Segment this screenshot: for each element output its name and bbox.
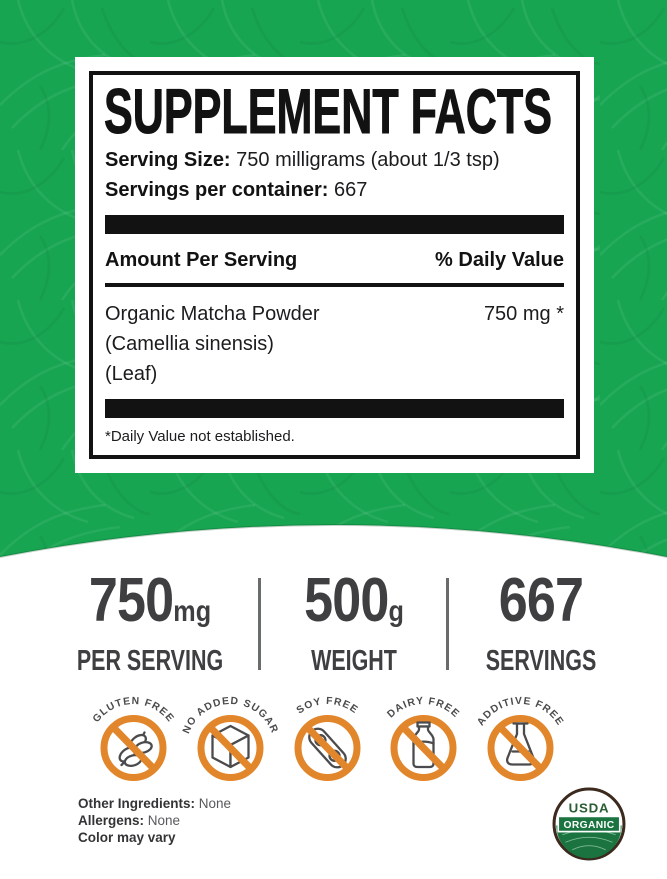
badge-gluten-free: GLUTEN FREE xyxy=(91,696,175,781)
ingredient-line-2: (Camellia sinensis) xyxy=(105,333,274,355)
badge-ring xyxy=(100,715,167,781)
other-ingredients-line: Other Ingredients: None xyxy=(78,795,231,812)
supplement-facts-title-graphic: SUPPLEMENT FACTS xyxy=(104,84,553,138)
stat-unit: g xyxy=(388,595,404,628)
amount-per-serving-header: Amount Per Serving xyxy=(105,249,298,271)
daily-value-header: % Daily Value xyxy=(435,249,564,271)
dome-edge-shadow xyxy=(0,524,667,558)
prohibition-slash xyxy=(398,722,449,774)
prohibition-slash xyxy=(302,722,352,774)
badge-dairy-free: DAIRY FREE xyxy=(386,696,460,781)
badge-ring xyxy=(197,715,264,781)
stat-value: 750 xyxy=(88,566,174,635)
servings-per-container-value: 667 xyxy=(328,179,368,201)
badge-additive-free: ADDITIVE FREE xyxy=(475,696,564,781)
stat-value: 667 xyxy=(498,566,584,635)
stat-servings-number: 667 xyxy=(478,570,603,636)
prohibition-slash xyxy=(495,722,545,774)
stat-servings-label: SERVINGS xyxy=(485,645,597,677)
ingredient-row: Organic Matcha Powder (Camellia sinensis… xyxy=(105,299,564,389)
badge-ring xyxy=(487,715,553,781)
serving-size-value: 750 milligrams (about 1/3 tsp) xyxy=(230,149,500,171)
stat-per-serving: 750mg PER SERVING xyxy=(51,570,249,677)
prohibition-slash xyxy=(108,722,159,774)
allergens-line: Allergens: None xyxy=(78,812,231,829)
badge-ring xyxy=(390,715,457,781)
badge-arc-label: SOY FREE xyxy=(294,696,359,717)
stat-per-serving-label: PER SERVING xyxy=(76,645,224,677)
badge-ring xyxy=(294,715,360,781)
servings-per-container-label: Servings per container: xyxy=(105,179,329,201)
thin-divider-rule xyxy=(105,283,564,287)
column-headers: Amount Per Serving % Daily Value xyxy=(105,249,564,272)
supplement-facts-box: SUPPLEMENT FACTS Serving Size: 750 milli… xyxy=(89,71,580,459)
usda-seal-top-text: USDA xyxy=(569,801,610,816)
serving-size-line: Serving Size: 750 milligrams (about 1/3 … xyxy=(105,149,564,172)
stat-unit: mg xyxy=(173,595,212,628)
stat-weight: 500g WEIGHT xyxy=(295,570,414,677)
usda-organic-seal-icon: USDA ORGANIC xyxy=(552,787,626,861)
other-ingredients-label: Other Ingredients: xyxy=(78,796,196,811)
stat-value: 500 xyxy=(304,566,389,635)
ingredient-line-3: (Leaf) xyxy=(105,363,158,385)
serving-size-label: Serving Size: xyxy=(105,149,231,171)
disclaimer-notes: Other Ingredients: None Allergens: None … xyxy=(78,795,231,846)
panel-title: SUPPLEMENT FACTS xyxy=(104,84,552,138)
allergens-value: None xyxy=(144,813,181,828)
stat-weight-number: 500g xyxy=(304,570,404,636)
thick-divider-bar-bottom xyxy=(105,399,564,418)
badge-soy-free: SOY FREE xyxy=(294,696,360,781)
stats-divider-right xyxy=(446,578,449,670)
allergens-label: Allergens: xyxy=(78,813,145,828)
supplement-facts-card: SUPPLEMENT FACTS Serving Size: 750 milli… xyxy=(75,57,594,473)
prohibition-slash xyxy=(205,722,256,774)
ingredient-line-1: Organic Matcha Powder xyxy=(105,303,320,325)
other-ingredients-value: None xyxy=(195,796,232,811)
thick-divider-bar-top xyxy=(105,215,564,234)
ingredient-name: Organic Matcha Powder (Camellia sinensis… xyxy=(105,299,320,389)
ingredient-amount: 750 mg * xyxy=(483,303,564,325)
servings-per-container-line: Servings per container: 667 xyxy=(105,179,564,202)
stat-per-serving-number: 750mg xyxy=(67,570,233,636)
stat-servings: 667 SERVINGS xyxy=(466,570,615,677)
color-note: Color may vary xyxy=(78,830,176,845)
stats-divider-left xyxy=(258,578,261,670)
badge-no-added-sugar: NO ADDED SUGAR xyxy=(182,696,279,781)
stat-weight-label: WEIGHT xyxy=(311,645,397,677)
usda-seal-bottom-text: ORGANIC xyxy=(563,820,614,831)
daily-value-footnote: *Daily Value not established. xyxy=(105,428,295,445)
white-dome-curve xyxy=(0,525,667,601)
